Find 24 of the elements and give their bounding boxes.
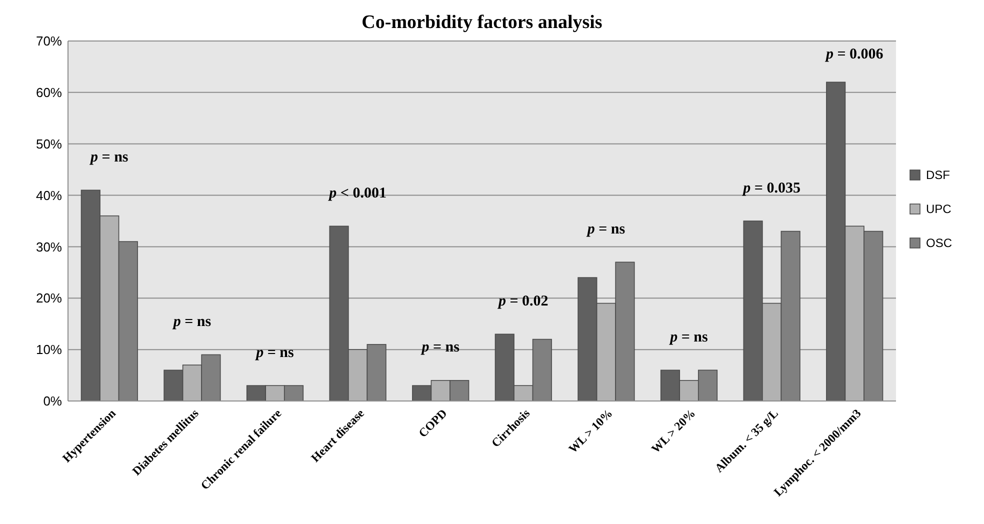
y-tick-label: 20% xyxy=(36,290,62,306)
chart-title: Co-morbidity factors analysis xyxy=(362,12,602,33)
y-tick-label: 10% xyxy=(36,342,62,358)
annotation: p = ns xyxy=(88,149,128,166)
annotation: p = 0.006 xyxy=(824,46,884,62)
y-tick-label: 60% xyxy=(36,84,62,100)
y-tick-label: 40% xyxy=(36,188,62,203)
legend-label: OSC xyxy=(926,236,952,250)
x-tick-label: WL > 10% xyxy=(566,406,616,456)
annotation: p = ns xyxy=(420,340,460,356)
legend-label: UPC xyxy=(926,202,952,216)
y-tick-label: 70% xyxy=(36,34,62,49)
y-tick-label: 0% xyxy=(43,394,62,409)
annotation: p = ns xyxy=(254,344,294,361)
y-tick-label: 50% xyxy=(36,136,62,152)
annotation: p = ns xyxy=(668,329,708,346)
annotation: p < 0.001 xyxy=(327,185,386,202)
legend-label: DSF xyxy=(926,168,950,182)
y-tick-label: 30% xyxy=(36,239,62,254)
annotation: p = 0.02 xyxy=(496,293,548,310)
x-tick-label: WL > 20% xyxy=(648,406,698,456)
annotation: p = ns xyxy=(585,221,626,238)
annotation: p = ns xyxy=(171,314,212,330)
annotation: p = 0.035 xyxy=(741,180,800,196)
